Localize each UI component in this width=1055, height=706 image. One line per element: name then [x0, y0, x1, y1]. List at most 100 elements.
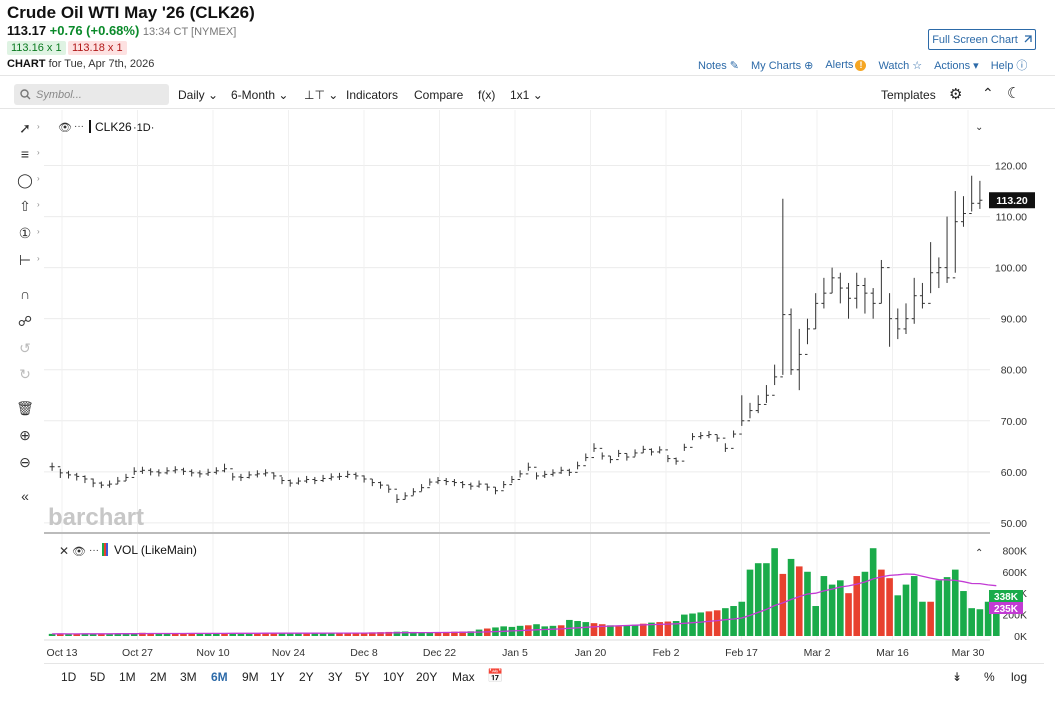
period-3m[interactable]: 3M — [180, 670, 197, 684]
ohlc-bar — [353, 472, 359, 480]
close-icon[interactable]: ✕ — [59, 544, 69, 558]
period-1d[interactable]: 1D — [61, 670, 77, 684]
ohlc-bar — [378, 481, 384, 489]
magnet-icon[interactable]: ∩ — [19, 286, 31, 302]
period-max[interactable]: Max — [452, 670, 475, 684]
volume-bar — [377, 632, 384, 636]
vol-last-tag: 338K — [994, 592, 1019, 603]
calendar-icon[interactable]: 📅 — [487, 668, 504, 683]
ohlc-bar — [386, 484, 392, 493]
redo-icon[interactable]: ↻ — [19, 365, 31, 382]
log-scale-button[interactable]: log — [1011, 670, 1028, 684]
volume-bar — [681, 614, 688, 636]
ohlc-bar — [624, 452, 630, 461]
ohlc-bar — [665, 449, 671, 463]
chevrons-down-icon[interactable]: ↡ — [952, 670, 963, 684]
period-1m[interactable]: 1M — [119, 670, 136, 684]
vol-label: VOL (LikeMain) — [114, 543, 197, 557]
period-5y[interactable]: 5Y — [355, 670, 370, 684]
volume-bar — [180, 633, 187, 636]
volume-bar — [401, 631, 409, 636]
period-10y[interactable]: 10Y — [383, 670, 405, 684]
shape-icon[interactable]: ◯ › — [17, 171, 40, 188]
eye-icon[interactable]: 👁 — [58, 122, 72, 134]
period-6m[interactable]: 6M — [211, 670, 228, 684]
gear-icon[interactable]: ⚙ — [949, 86, 963, 103]
period-9m[interactable]: 9M — [242, 670, 259, 684]
trash-icon[interactable]: 🗑 — [16, 399, 34, 416]
arrow-icon[interactable]: ⇧ › — [19, 197, 40, 214]
ohlc-bar — [451, 478, 457, 487]
collapse-icon[interactable]: « — [21, 488, 29, 504]
price-chart[interactable]: barchart 👁 ··· CLK26 ·1D· ⌄ 50.00 60.00 70… — [44, 110, 1044, 663]
zoom-in-icon[interactable]: ⊕ — [19, 426, 31, 443]
volume-bar — [935, 580, 943, 636]
ohlc-bar — [763, 385, 769, 405]
volume-bar — [344, 633, 351, 636]
my-charts-label: My Charts — [750, 59, 802, 72]
line-tool-icon[interactable]: ➚ › — [19, 119, 40, 136]
volume-bar — [869, 548, 877, 636]
volume-bar — [820, 576, 828, 636]
symbol-search-input[interactable]: Symbol... — [14, 84, 169, 105]
series-color-swatch — [89, 120, 91, 133]
fx-button[interactable]: f(x) — [478, 88, 496, 102]
ohlc-bar — [410, 488, 416, 497]
volume-bar — [615, 626, 622, 636]
volume-bar — [229, 633, 237, 636]
notes-button[interactable]: Notes ✎ — [698, 59, 739, 72]
time-tick-label: Feb 17 — [725, 647, 758, 659]
time-tick-label: Mar 2 — [804, 647, 831, 659]
zoom-out-icon[interactable]: ⊖ — [19, 453, 31, 470]
chevron-down-icon: ⌄ — [208, 88, 219, 102]
full-screen-chart-button[interactable]: Full Screen Chart — [928, 29, 1036, 50]
my-charts-button[interactable]: My Charts ⊕ — [751, 59, 813, 72]
ohlc-bar — [534, 466, 540, 480]
period-5d[interactable]: 5D — [90, 670, 106, 684]
compare-button[interactable]: Compare — [414, 88, 464, 102]
period-2m[interactable]: 2M — [150, 670, 167, 684]
help-button[interactable]: Help ⓘ — [991, 57, 1028, 73]
lock-icon[interactable]: ☍ — [17, 312, 33, 329]
layout-label: 1x1 — [510, 88, 530, 102]
undo-icon[interactable]: ↺ — [19, 339, 31, 356]
moon-icon[interactable]: ☾ — [1007, 85, 1021, 102]
eye-icon[interactable]: 👁 — [72, 546, 86, 558]
volume-bar — [738, 601, 746, 636]
ohlc-bar — [854, 272, 860, 309]
period-3y[interactable]: 3Y — [328, 670, 343, 684]
alerts-button[interactable]: Alerts! — [825, 59, 867, 71]
price-tag-text: 113.20 — [996, 195, 1028, 207]
ohlc-bar — [804, 318, 810, 355]
ohlc-bar — [98, 481, 104, 489]
volume-bar — [598, 624, 606, 636]
period-1y[interactable]: 1Y — [270, 670, 285, 684]
more-icon[interactable]: ··· — [74, 121, 84, 132]
layout-dropdown[interactable]: 1x1 ⌄ — [510, 88, 543, 102]
more-icon[interactable]: ··· — [89, 545, 99, 556]
page-title: Crude Oil WTI May '26 (CLK26) — [7, 3, 255, 22]
percent-scale-button[interactable]: % — [984, 670, 995, 684]
ask-badge: 113.18 x 1 — [68, 41, 127, 55]
ohlc-bar — [788, 308, 794, 375]
collapse-up-icon[interactable]: ⌃ — [982, 85, 994, 101]
period-2y[interactable]: 2Y — [299, 670, 314, 684]
actions-menu[interactable]: Actions ▾ — [934, 59, 979, 72]
time-tick-label: Feb 2 — [653, 647, 680, 659]
chevron-down-icon[interactable]: ⌄ — [975, 122, 983, 133]
watch-button[interactable]: Watch ☆ — [878, 59, 922, 72]
chevron-up-icon[interactable]: ⌃ — [975, 548, 983, 559]
chart-type-dropdown[interactable]: ⊥⊤ ⌄ — [304, 88, 338, 102]
ohlc-bar — [911, 277, 917, 324]
period-20y[interactable]: 20Y — [416, 670, 438, 684]
ohlc-bar — [566, 468, 572, 476]
fib-icon[interactable]: ≡ › — [20, 146, 40, 162]
indicators-button[interactable]: Indicators — [346, 88, 399, 102]
templates-button[interactable]: Templates — [881, 88, 936, 102]
info-icon[interactable]: ① › — [18, 224, 40, 241]
measure-icon[interactable]: ⊢ › — [18, 251, 40, 268]
ohlc-bar — [345, 470, 351, 478]
volume-bar — [976, 609, 984, 636]
interval-dropdown[interactable]: Daily ⌄ — [178, 88, 218, 102]
range-dropdown[interactable]: 6-Month ⌄ — [231, 88, 288, 102]
